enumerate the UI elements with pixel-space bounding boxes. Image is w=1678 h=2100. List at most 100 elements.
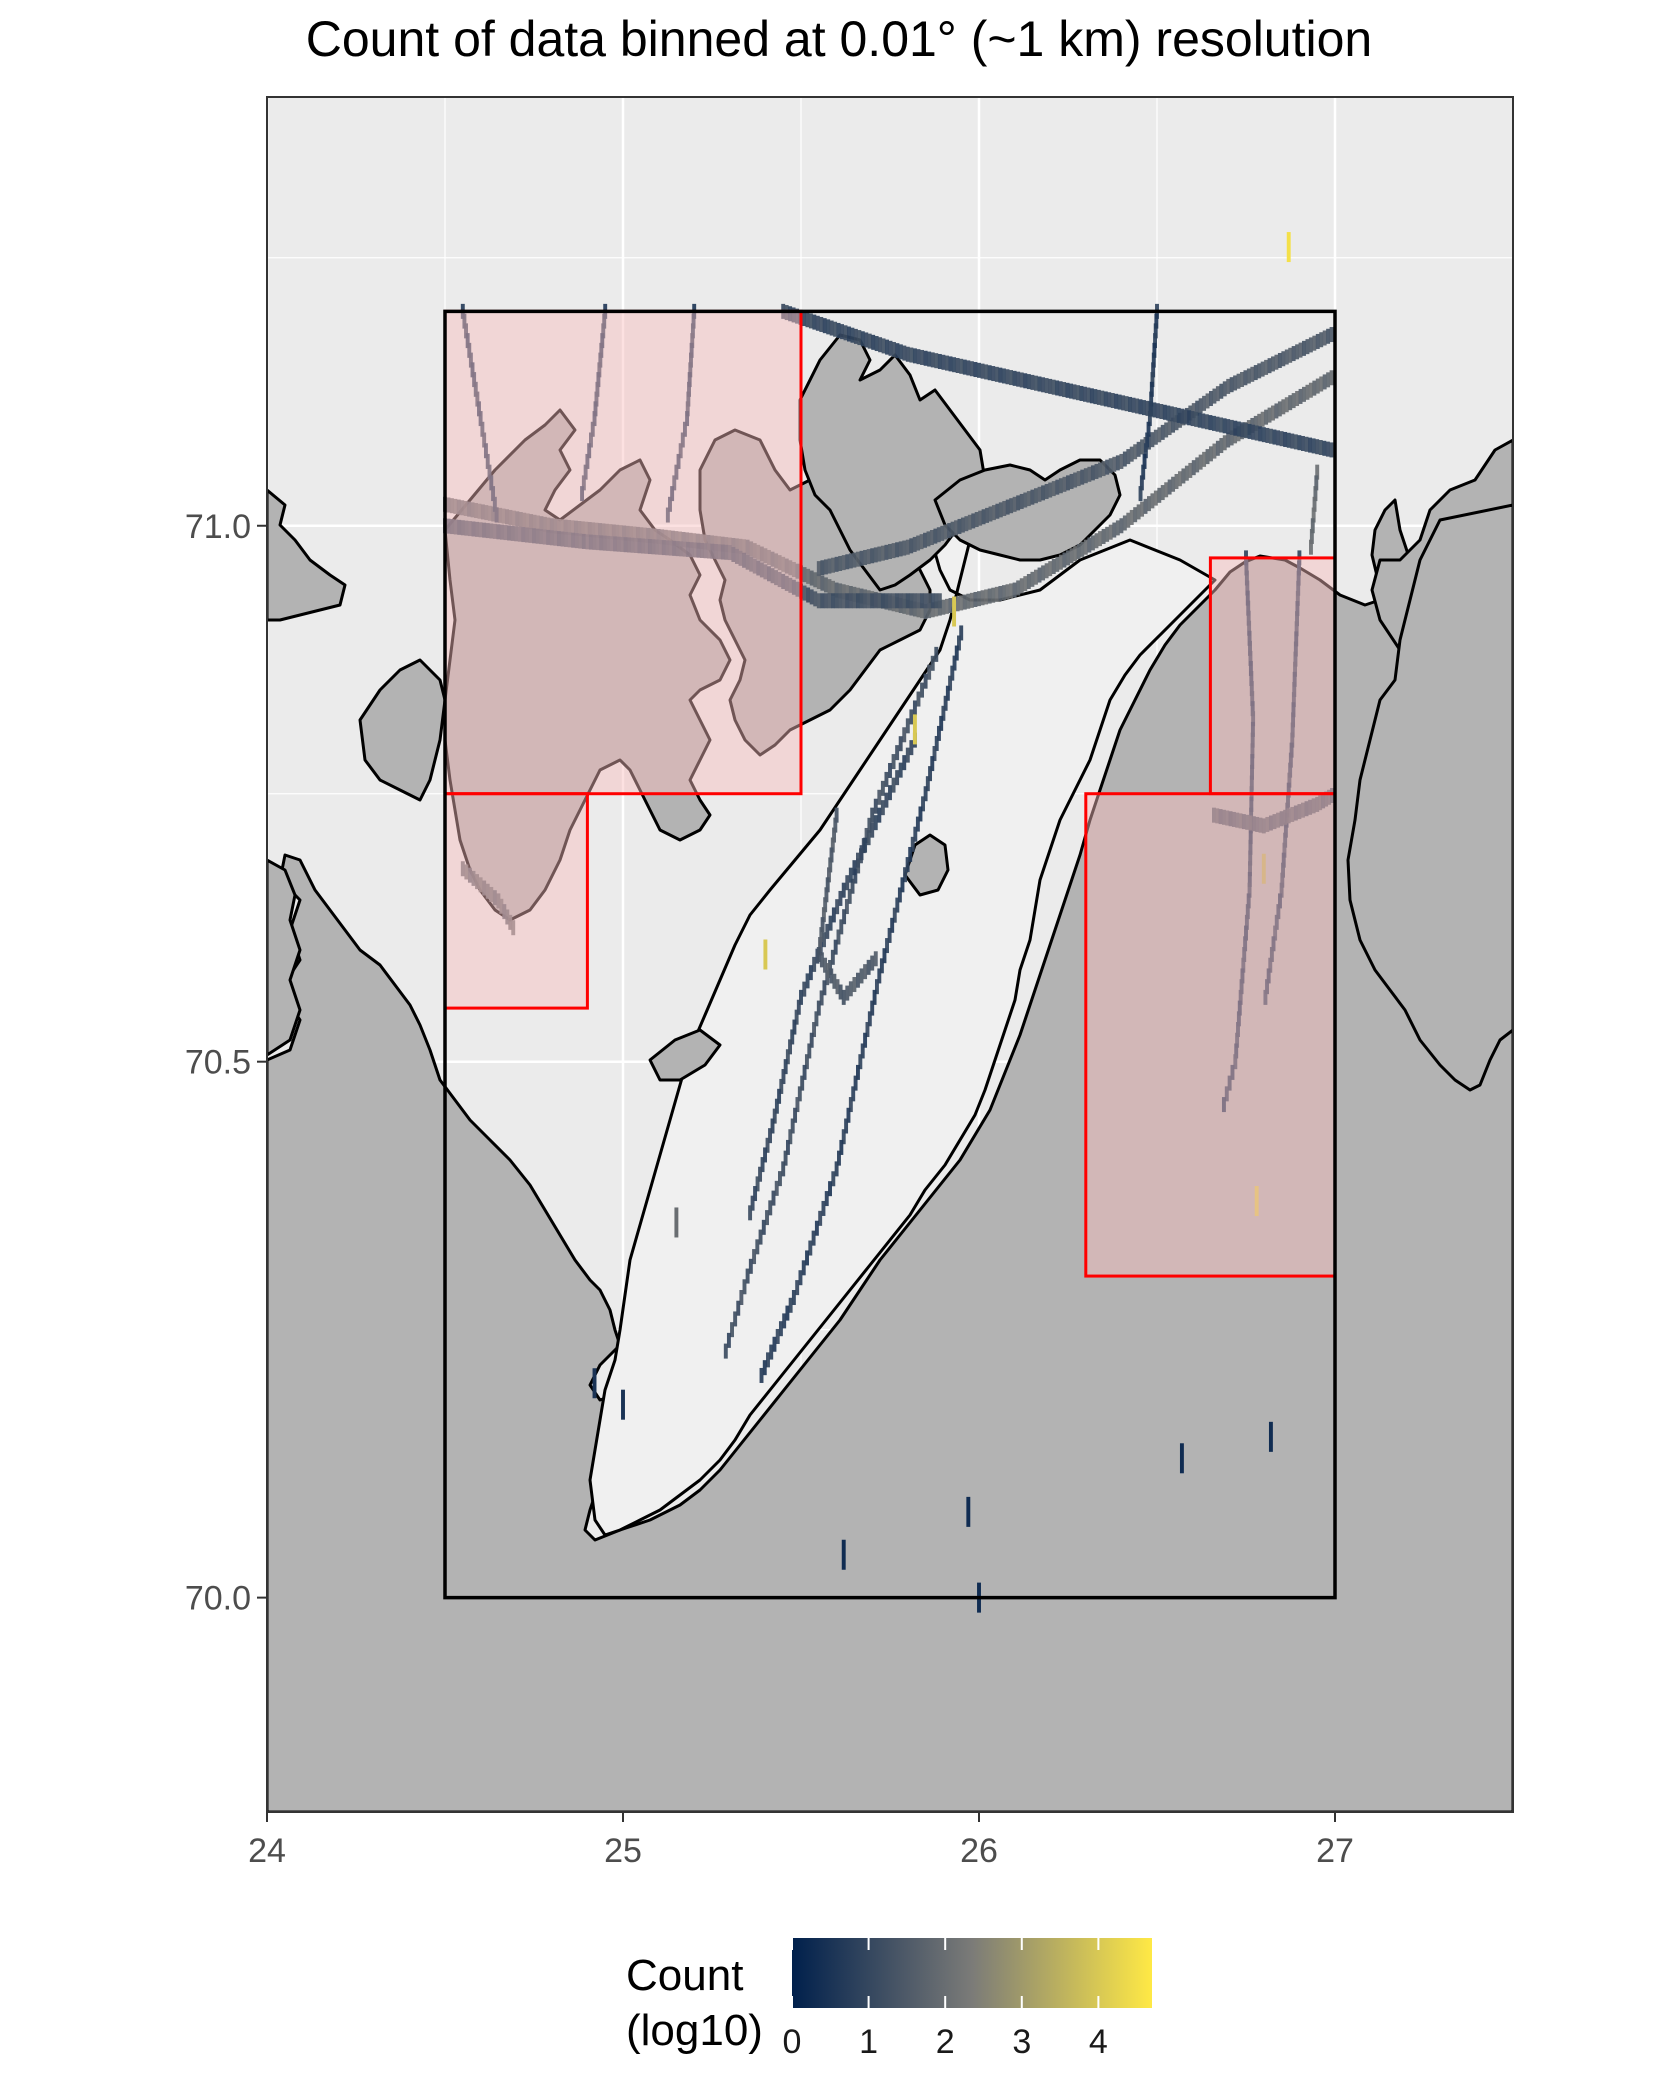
heat-cell [1026,573,1031,589]
heat-cell [689,342,694,358]
heat-cell [1254,1186,1259,1217]
heat-cell [846,1107,851,1123]
heat-cell [798,1270,803,1286]
heat-cell [1286,792,1290,808]
heat-cell [1016,495,1021,511]
heat-cell [920,603,924,619]
heat-cell [539,516,544,532]
heat-cell [1221,809,1226,825]
heat-cell [1094,533,1099,549]
heat-cell [974,512,979,528]
heat-cell [1079,385,1084,401]
heat-cell [1160,485,1165,501]
heat-cell [1280,872,1285,888]
heat-cell [1329,442,1334,458]
heat-cell [1313,486,1318,502]
heat-cell [763,548,768,564]
heat-cell [492,496,497,512]
heat-cell [1230,1064,1235,1080]
heat-cell [1069,473,1074,489]
heat-cell [882,948,887,964]
heat-cell [802,981,807,997]
heat-cell [1268,428,1273,444]
heat-cell [988,506,993,522]
heat-cell [895,343,900,359]
heat-cell [1208,415,1213,431]
heat-cell [686,391,691,407]
heat-cell [833,817,838,833]
heat-cell [1272,429,1277,445]
heat-cell [1129,446,1134,462]
heat-cell [829,847,834,863]
heat-cell [1141,464,1146,480]
heat-cell [891,543,896,559]
heat-cell [932,746,937,762]
heat-cell [908,846,913,862]
heat-cell [930,756,935,772]
heat-cell [1055,556,1060,572]
heat-cell [578,533,583,549]
heat-cell [699,534,704,550]
heat-cell [929,530,934,546]
heat-cell [848,867,853,883]
heat-cell [598,523,602,539]
heat-cell [1051,379,1056,395]
heat-cell [522,512,527,528]
heat-cell [977,362,981,378]
heat-cell [852,860,857,876]
heat-cell [749,556,754,572]
heat-cell [1062,552,1067,568]
heat-cell [710,543,715,559]
highlight-box-4 [1084,792,1337,1278]
heat-cell [487,505,492,521]
heat-cell [891,341,896,357]
heat-cell [1281,399,1286,415]
heat-cell [453,519,458,535]
fjord-water [588,428,1217,1537]
heat-cell [905,593,910,609]
heat-cell [1051,558,1056,574]
heat-cell [1026,491,1031,507]
heat-cell [877,593,882,609]
heat-cell [1105,526,1110,542]
heat-cell [994,366,999,382]
legend-tick-label: 0 [783,2023,802,2061]
heat-cell [1188,462,1193,478]
heat-cell [1281,862,1285,878]
heat-cell [888,593,892,609]
heat-cell [1298,388,1303,404]
heat-cell [825,877,830,893]
heat-cell [866,549,871,565]
heat-cell [824,887,829,903]
heat-cell [954,520,958,536]
heat-cell [863,837,868,853]
heat-cell [1107,392,1112,408]
heat-cell [463,500,468,516]
heat-cell [742,552,746,568]
heat-cell [856,593,860,609]
heat-cell [823,957,827,973]
heat-cell [923,786,928,802]
heat-cell [916,602,921,618]
legend-title-line: (log10) [626,2006,763,2055]
heat-cell [494,507,499,523]
heat-cell [691,313,696,329]
heat-cell [1108,524,1113,540]
heat-cell [903,867,907,883]
heat-cell [1164,482,1169,498]
heat-cell [872,989,877,1005]
heat-cell [496,524,501,540]
heat-cell [772,1336,777,1352]
heat-cell [1283,832,1288,848]
heat-cell [895,897,900,913]
heat-cell [864,332,869,348]
heat-cell [474,503,478,519]
heat-cell [1247,630,1252,646]
heat-cell [693,542,698,558]
heat-cell [1051,481,1056,497]
heat-cell [1076,385,1080,401]
heat-cell [916,349,921,365]
heat-cell [1308,437,1313,453]
heat-cell [820,593,825,609]
heat-cell [915,816,920,832]
